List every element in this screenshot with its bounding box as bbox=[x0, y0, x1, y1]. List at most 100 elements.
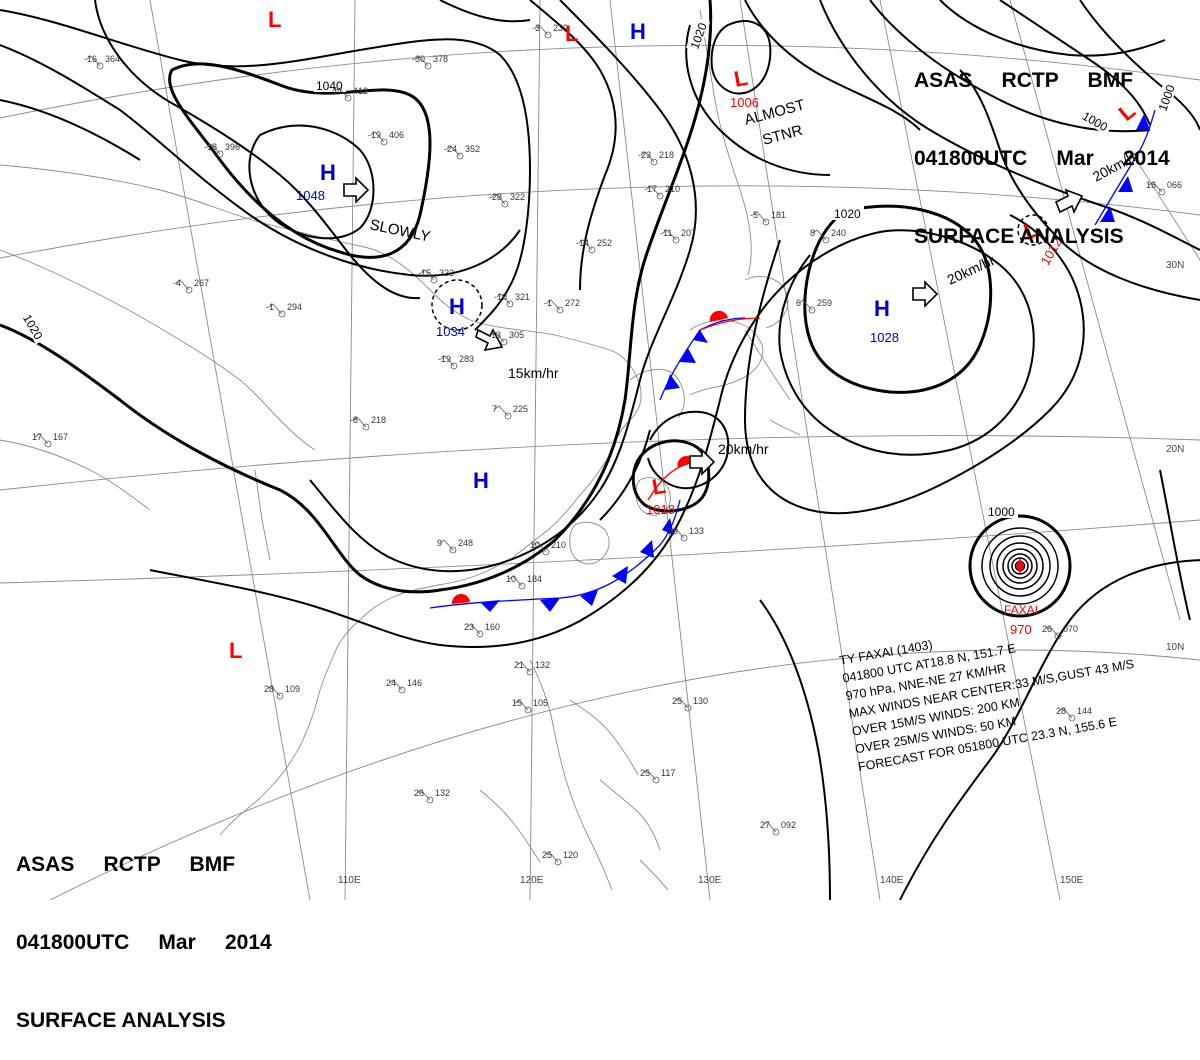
wind-barb bbox=[352, 416, 367, 428]
station-plot: 7 225 bbox=[492, 404, 528, 420]
lon-label: 120E bbox=[520, 875, 544, 886]
station-circle bbox=[398, 686, 406, 694]
wind-barb bbox=[496, 293, 511, 305]
station-plot: -18 396 bbox=[204, 142, 240, 158]
header-office: BMF bbox=[189, 853, 236, 876]
station-temp: 44 bbox=[332, 86, 342, 96]
station-plot: 23 160 bbox=[464, 622, 500, 638]
station-temp: -13 bbox=[488, 330, 501, 340]
typhoon-isobars bbox=[968, 514, 1072, 618]
header-product: SURFACE ANALYSIS bbox=[16, 1009, 226, 1032]
station-temp: 26 bbox=[414, 788, 424, 798]
station-temp: -23 bbox=[638, 150, 651, 160]
station-circle bbox=[500, 338, 508, 346]
wind-barb bbox=[439, 539, 454, 551]
station-temp: 28 bbox=[1056, 706, 1066, 716]
wind-barb bbox=[514, 699, 529, 711]
station-temp: 24 bbox=[386, 678, 396, 688]
station-temp: -28 bbox=[489, 192, 502, 202]
station-temp: 7 bbox=[492, 404, 497, 414]
station-circle bbox=[96, 62, 104, 70]
station-circle bbox=[1054, 632, 1062, 640]
station-pressure: 259 bbox=[817, 298, 832, 308]
station-plot: -11 207 bbox=[660, 228, 696, 244]
lon-label: 150E bbox=[1060, 875, 1084, 886]
wind-barb bbox=[674, 697, 689, 709]
station-temp: 9 bbox=[437, 538, 442, 548]
station-plot: -24 352 bbox=[444, 144, 480, 160]
wind-barb bbox=[446, 145, 461, 157]
wind-barb bbox=[670, 527, 685, 539]
header-month: Mar bbox=[158, 931, 196, 954]
station-plot: -3 239 bbox=[532, 23, 568, 39]
station-plot: 16 066 bbox=[1146, 180, 1182, 196]
station-pressure: 323 bbox=[439, 268, 454, 278]
wind-barb bbox=[752, 211, 767, 223]
station-temp: -30 bbox=[412, 54, 425, 64]
station-plot: 8 240 bbox=[810, 228, 846, 244]
station-plot: 21 132 bbox=[514, 660, 550, 676]
station-temp: 27 bbox=[760, 820, 770, 830]
station-temp: 10 bbox=[530, 540, 540, 550]
station-pressure: 132 bbox=[435, 788, 450, 798]
station-temp: 25 bbox=[640, 768, 650, 778]
typhoon-name: FAXAI bbox=[1004, 603, 1038, 617]
station-pressure: 218 bbox=[659, 150, 674, 160]
station-pressure: 322 bbox=[510, 192, 525, 202]
wind-barb bbox=[491, 193, 506, 205]
station-circle bbox=[526, 668, 534, 676]
station-plot: -16 364 bbox=[84, 54, 120, 70]
station-pressure: 225 bbox=[513, 404, 528, 414]
coastlines bbox=[0, 9, 801, 891]
station-pressure: 070 bbox=[1063, 624, 1078, 634]
lat-label: 30N bbox=[1166, 260, 1184, 271]
wind-barb bbox=[642, 769, 657, 781]
station-pressure: 321 bbox=[515, 292, 530, 302]
station-pressure: 207 bbox=[681, 228, 696, 238]
station-temp: 19 bbox=[668, 526, 678, 536]
station-circle bbox=[362, 423, 370, 431]
wind-barb bbox=[370, 131, 385, 143]
wind-barb bbox=[1058, 707, 1073, 719]
station-plot: 6 259 bbox=[796, 298, 832, 314]
wind-barb bbox=[516, 661, 531, 673]
station-pressure: 117 bbox=[661, 768, 675, 778]
station-plot: 10 184 bbox=[506, 574, 542, 590]
station-pressure: 092 bbox=[781, 820, 796, 830]
station-temp: -18 bbox=[204, 142, 217, 152]
station-pressure: 283 bbox=[459, 354, 474, 364]
station-pressure: 167 bbox=[53, 432, 68, 442]
cold-front-triangles bbox=[480, 114, 1150, 612]
wind-barb bbox=[640, 151, 655, 163]
station-pressure: 406 bbox=[389, 130, 404, 140]
wind-barb bbox=[175, 279, 190, 291]
northern-cold-front bbox=[1094, 109, 1156, 226]
station-temp: 26 bbox=[1042, 624, 1052, 634]
lon-label: 110E bbox=[338, 875, 361, 886]
high-center-pressure: 1028 bbox=[870, 330, 899, 345]
low-center-symbol: L bbox=[650, 473, 668, 500]
arrow-1028 bbox=[912, 280, 939, 308]
station-temp: -10 bbox=[494, 292, 507, 302]
wind-barb bbox=[532, 541, 547, 553]
station-circle bbox=[656, 192, 664, 200]
wind-barb bbox=[646, 185, 661, 197]
station-circle bbox=[430, 276, 438, 284]
header-month: Mar bbox=[1056, 147, 1094, 170]
station-plot: -30 378 bbox=[412, 54, 448, 70]
wind-barb bbox=[206, 143, 221, 155]
station-plot: 44 412 bbox=[332, 86, 368, 102]
station-pressure: 146 bbox=[407, 678, 422, 688]
station-temp: -8 bbox=[350, 415, 358, 425]
dashed-circles bbox=[431, 214, 1049, 331]
wind-barb bbox=[534, 24, 549, 36]
station-plot: 24 146 bbox=[386, 678, 422, 694]
station-circle bbox=[524, 706, 532, 714]
wind-barb bbox=[34, 433, 49, 445]
low-center-symbol: L bbox=[229, 638, 242, 663]
station-plot: 25 120 bbox=[542, 850, 578, 866]
low-center-pressure: 1018 bbox=[646, 502, 675, 517]
station-circle bbox=[588, 246, 596, 254]
station-plot: 25 130 bbox=[672, 696, 708, 712]
motion-arrows bbox=[343, 176, 1084, 476]
